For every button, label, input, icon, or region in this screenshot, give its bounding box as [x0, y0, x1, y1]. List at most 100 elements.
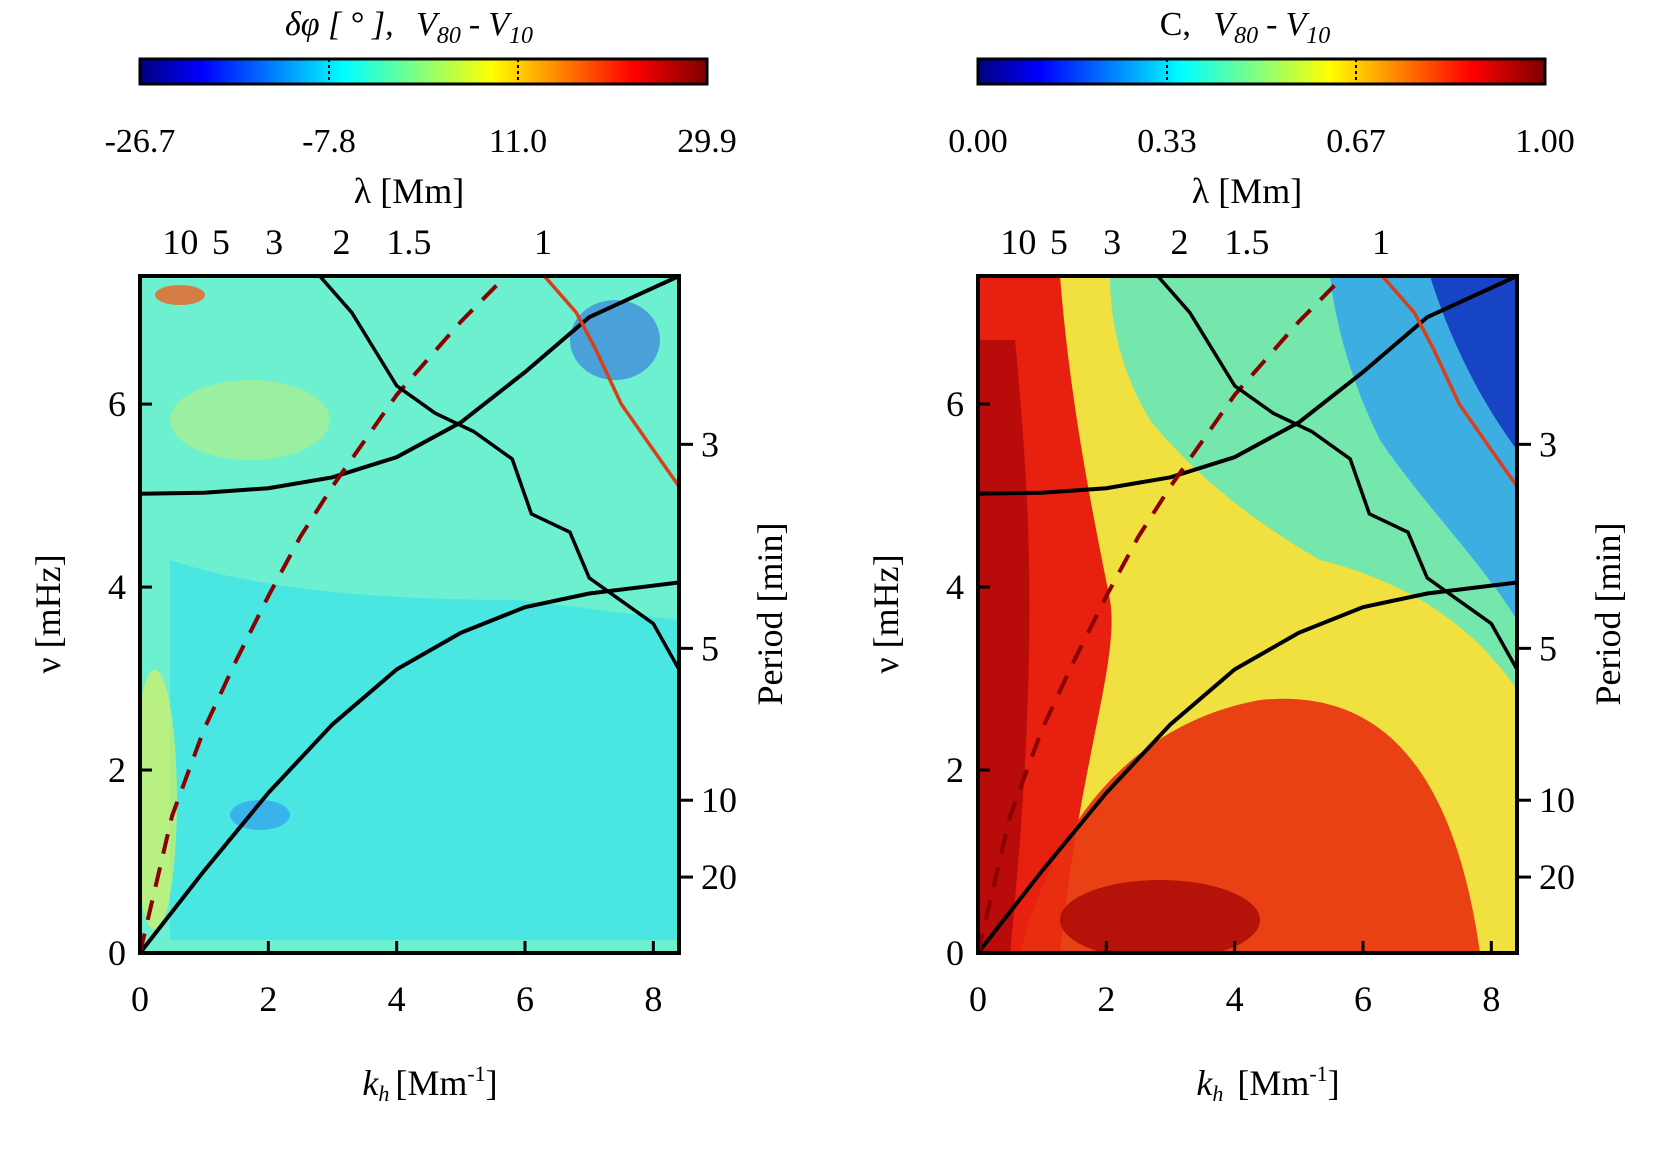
left-heatmap-blue-patch: [570, 300, 660, 380]
left-y-axis-label: ν [mHz]: [28, 554, 68, 673]
left-right-tick-label-3: 20: [701, 857, 737, 897]
right-plot-frame: [976, 274, 1519, 955]
right-colorbar-tick-1: 0.00: [948, 123, 1008, 160]
left-x-tick-label-1: 2: [259, 979, 277, 1019]
left-y-tick-label-1: 2: [108, 750, 126, 790]
right-x-axis-label-k: k: [1196, 1063, 1213, 1103]
right-colorbar-title-sub-a: 80: [1234, 23, 1258, 49]
right-lamb-line: [978, 276, 1346, 953]
right-colorbar-tick-4: 1.00: [1515, 123, 1575, 160]
left-heatmap-orange-patch: [155, 285, 205, 305]
right-right-tick-label-2: 10: [1539, 780, 1575, 820]
right-x-ticks: 0 2 4 6 8: [969, 941, 1500, 1019]
right-colorbar-title: C, V80- V10: [1160, 6, 1331, 49]
right-x-axis-label: kh [Mm-1]: [1196, 1061, 1339, 1106]
left-acoustic-cutoff-curve: [140, 276, 679, 496]
right-x-tick-label-0: 0: [969, 979, 987, 1019]
left-contour-black: [318, 276, 679, 671]
right-colorbar-title-dash: -: [1266, 6, 1277, 43]
right-colorbar-tick-3: 0.67: [1326, 123, 1386, 160]
right-x-axis-label-sup: -1: [1309, 1061, 1327, 1086]
left-lamb-line: [140, 276, 508, 953]
left-heatmap-cyan-region: [170, 560, 679, 940]
left-x-axis-label-k: k: [362, 1063, 379, 1103]
left-x-ticks: 0 2 4 6 8: [131, 941, 662, 1019]
left-x-tick-label-4: 8: [644, 979, 662, 1019]
right-top-tick-label-5: 1: [1372, 222, 1390, 262]
left-contour-red: [542, 276, 679, 488]
right-colorbar: C, V80- V10 0.00 0.33 0.67 1.00: [948, 6, 1575, 160]
left-plot-frame: [138, 274, 681, 955]
left-gravity-curve: [140, 580, 679, 953]
right-contour-black: [1156, 276, 1517, 671]
right-y-tick-label-0: 0: [946, 933, 964, 973]
right-y-axis-label: ν [mHz]: [866, 554, 906, 673]
left-colorbar: δφ [ ° ], V80- V10 -26.7 -7.8 11.0 29.9: [105, 6, 737, 160]
left-colorbar-bar: [138, 57, 709, 86]
right-x-tick-label-4: 8: [1482, 979, 1500, 1019]
left-heatmap-yellow-patch: [170, 380, 330, 460]
left-top-tick-label-1: 5: [212, 222, 230, 262]
left-y-ticks: 0 2 4 6: [108, 384, 152, 973]
right-right-ticks: 3 5 10 20: [1517, 424, 1575, 897]
left-x-axis-label-close: ]: [486, 1063, 498, 1103]
right-colorbar-bar: [976, 57, 1547, 86]
left-top-ticks: 10 5 3 2 1.5 1: [162, 222, 552, 288]
right-heatmap: [978, 276, 1517, 953]
left-colorbar-title-sub-b: 10: [509, 23, 533, 49]
left-colorbar-title-prefix: δφ [ ° ],: [285, 6, 394, 43]
right-right-tick-label-0: 3: [1539, 424, 1557, 464]
right-top-axis-label: λ [Mm]: [1192, 171, 1302, 211]
left-right-tick-label-2: 10: [701, 780, 737, 820]
right-heatmap-navy-corner: [1430, 276, 1517, 450]
left-y-tick-label-0: 0: [108, 933, 126, 973]
left-colorbar-title-dash: -: [469, 6, 480, 43]
left-curves: [140, 276, 679, 953]
left-top-tick-label-4: 1.5: [386, 222, 431, 262]
right-acoustic-cutoff-curve: [978, 276, 1517, 496]
right-top-tick-label-4: 1.5: [1224, 222, 1269, 262]
left-x-tick-label-2: 4: [388, 979, 406, 1019]
right-panel: C, V80- V10 0.00 0.33 0.67 1.00 λ [Mm] 10…: [866, 6, 1628, 1106]
right-y-tick-label-3: 6: [946, 384, 964, 424]
right-y-tick-label-2: 4: [946, 567, 964, 607]
right-right-axis-label: Period [min]: [1588, 523, 1628, 706]
right-curves: [978, 276, 1517, 953]
right-heatmap-darkred-bottom: [1060, 880, 1260, 953]
right-x-tick-label-2: 4: [1226, 979, 1244, 1019]
right-gravity-curve: [978, 580, 1517, 953]
left-right-ticks: 3 5 10 20: [679, 424, 737, 897]
left-right-axis-label: Period [min]: [750, 523, 790, 706]
left-colorbar-tick-4: 29.9: [677, 123, 737, 160]
right-colorbar-title-prefix: C,: [1160, 6, 1191, 43]
right-top-tick-label-2: 3: [1103, 222, 1121, 262]
right-top-tick-label-3: 2: [1170, 222, 1188, 262]
left-x-tick-label-3: 6: [516, 979, 534, 1019]
right-y-tick-label-1: 2: [946, 750, 964, 790]
left-colorbar-title-sub-a: 80: [437, 23, 461, 49]
left-x-axis-label: kh [Mm-1]: [362, 1061, 497, 1106]
left-x-tick-label-0: 0: [131, 979, 149, 1019]
left-colorbar-tick-1: -26.7: [105, 123, 176, 160]
right-top-tick-label-1: 5: [1050, 222, 1068, 262]
left-x-axis-label-sup: -1: [467, 1061, 485, 1086]
left-y-tick-label-3: 6: [108, 384, 126, 424]
left-colorbar-tick-2: -7.8: [302, 123, 356, 160]
left-top-axis-label: λ [Mm]: [354, 171, 464, 211]
right-top-tick-label-0: 10: [1000, 222, 1036, 262]
left-top-tick-label-0: 10: [162, 222, 198, 262]
right-right-tick-label-1: 5: [1539, 628, 1557, 668]
left-x-axis-label-unit: [Mm: [395, 1063, 467, 1103]
right-y-ticks: 0 2 4 6: [946, 384, 990, 973]
left-panel: δφ [ ° ], V80- V10 -26.7 -7.8 11.0 29.9 λ…: [28, 6, 790, 1106]
left-top-tick-label-3: 2: [332, 222, 350, 262]
right-x-tick-label-3: 6: [1354, 979, 1372, 1019]
right-contour-red: [1380, 276, 1517, 488]
left-heatmap-yellow-strip: [140, 670, 177, 930]
left-right-tick-label-1: 5: [701, 628, 719, 668]
right-right-tick-label-3: 20: [1539, 857, 1575, 897]
left-right-tick-label-0: 3: [701, 424, 719, 464]
right-colorbar-tick-2: 0.33: [1137, 123, 1197, 160]
right-x-axis-label-sub: h: [1212, 1081, 1223, 1106]
